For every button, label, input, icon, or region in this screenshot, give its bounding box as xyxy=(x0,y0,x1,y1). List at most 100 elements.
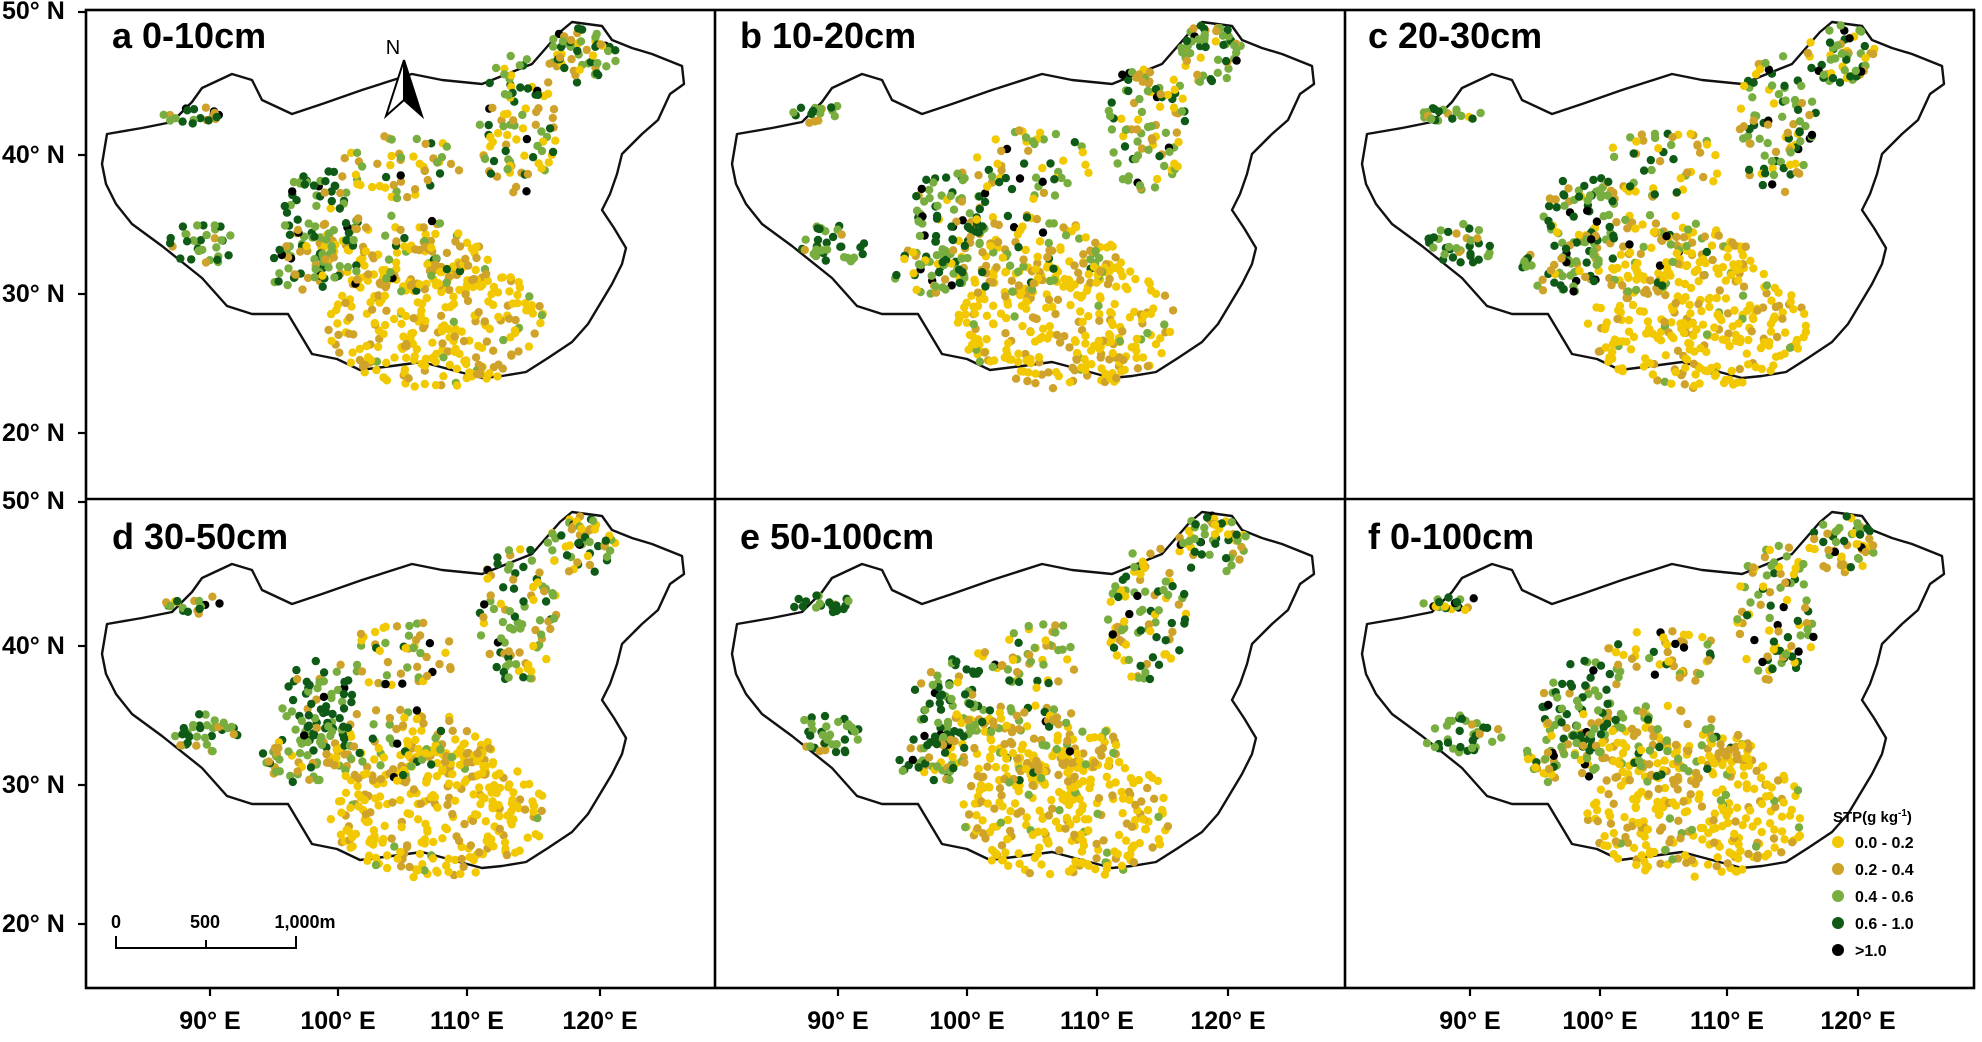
sample-point xyxy=(1031,173,1041,182)
sample-point xyxy=(983,182,992,191)
sample-point xyxy=(1170,85,1179,95)
sample-point xyxy=(910,685,920,694)
sample-point xyxy=(1608,726,1617,736)
sample-point xyxy=(1558,238,1567,247)
sample-point xyxy=(1758,657,1767,667)
sample-point xyxy=(1780,81,1789,91)
sample-point xyxy=(1430,724,1440,733)
sample-point xyxy=(213,255,222,264)
sample-point xyxy=(1693,141,1702,150)
sample-point xyxy=(1037,370,1047,379)
sample-point xyxy=(1613,306,1623,315)
sample-point xyxy=(396,862,406,871)
sample-point xyxy=(393,739,402,748)
sample-point xyxy=(972,811,981,820)
sample-point xyxy=(921,759,930,768)
sample-point xyxy=(1774,627,1783,636)
sample-point xyxy=(1069,665,1079,674)
sample-point xyxy=(1796,137,1805,146)
sample-point xyxy=(226,231,235,240)
sample-point xyxy=(1001,763,1010,773)
sample-point xyxy=(1600,324,1610,334)
sample-point xyxy=(1716,796,1726,805)
sample-point xyxy=(583,551,593,561)
sample-point xyxy=(1795,831,1805,840)
sample-point xyxy=(419,719,428,728)
sample-point xyxy=(485,369,494,378)
sample-point xyxy=(1784,543,1794,552)
north-arrow: N xyxy=(383,37,425,120)
sample-point xyxy=(973,824,982,833)
sample-point xyxy=(1122,819,1132,828)
sample-point xyxy=(485,649,494,659)
sample-point xyxy=(507,799,517,808)
sample-point xyxy=(1756,773,1766,783)
sample-point xyxy=(1161,577,1171,586)
sample-point xyxy=(1623,838,1633,847)
sample-point xyxy=(1701,725,1711,734)
sample-point xyxy=(1649,227,1659,237)
sample-point xyxy=(957,197,967,206)
sample-point xyxy=(522,55,532,64)
sample-point xyxy=(1569,731,1578,740)
sample-point xyxy=(1562,710,1572,719)
sample-point xyxy=(575,65,584,75)
sample-point xyxy=(1106,597,1115,606)
sample-point xyxy=(1035,237,1045,246)
sample-point xyxy=(449,299,459,308)
sample-point xyxy=(522,134,532,144)
sample-point xyxy=(1778,314,1787,323)
sample-point xyxy=(438,834,447,843)
sample-point xyxy=(1765,819,1775,828)
sample-point xyxy=(533,90,543,100)
sample-point xyxy=(1739,122,1749,131)
sample-point xyxy=(382,358,391,367)
sample-point xyxy=(322,749,331,759)
sample-point xyxy=(1047,246,1057,255)
sample-point xyxy=(1608,254,1618,263)
sample-point xyxy=(1170,159,1179,168)
sample-point xyxy=(1128,841,1138,851)
sample-point xyxy=(1592,217,1602,226)
sample-point xyxy=(1794,823,1804,832)
sample-point xyxy=(1072,749,1082,758)
sample-point xyxy=(1743,131,1753,141)
sample-point xyxy=(1059,156,1068,165)
sample-point xyxy=(1761,58,1770,68)
sample-point xyxy=(196,236,205,245)
sample-point xyxy=(345,313,354,322)
sample-point xyxy=(900,254,909,264)
sample-point xyxy=(1223,530,1233,539)
sample-point xyxy=(975,204,984,214)
sample-point xyxy=(1660,783,1670,793)
sample-point xyxy=(1096,733,1105,742)
sample-point xyxy=(1130,562,1139,572)
sample-point xyxy=(1620,813,1629,822)
sample-point xyxy=(1623,271,1633,281)
sample-point xyxy=(548,591,558,600)
sample-point xyxy=(1070,772,1079,781)
sample-point xyxy=(1569,287,1578,296)
sample-point xyxy=(477,363,486,372)
sample-point xyxy=(1045,322,1055,331)
sample-point xyxy=(346,358,356,367)
sample-point xyxy=(1558,176,1568,186)
sample-point xyxy=(573,46,582,56)
sample-point xyxy=(1078,148,1088,157)
sample-point xyxy=(932,762,942,771)
sample-point xyxy=(523,169,533,179)
sample-point xyxy=(192,732,202,741)
sample-point xyxy=(1679,328,1689,338)
sample-point xyxy=(983,799,992,808)
sample-point xyxy=(374,744,383,753)
sample-points xyxy=(790,511,1250,879)
sample-point xyxy=(423,260,432,269)
sample-point xyxy=(1650,190,1660,199)
sample-point xyxy=(1070,261,1079,270)
sample-point xyxy=(958,216,967,225)
sample-point xyxy=(1143,805,1153,815)
sample-point xyxy=(1012,667,1022,677)
sample-point xyxy=(960,690,970,699)
lon-label: 120° E xyxy=(562,1007,637,1035)
sample-point xyxy=(435,169,445,178)
